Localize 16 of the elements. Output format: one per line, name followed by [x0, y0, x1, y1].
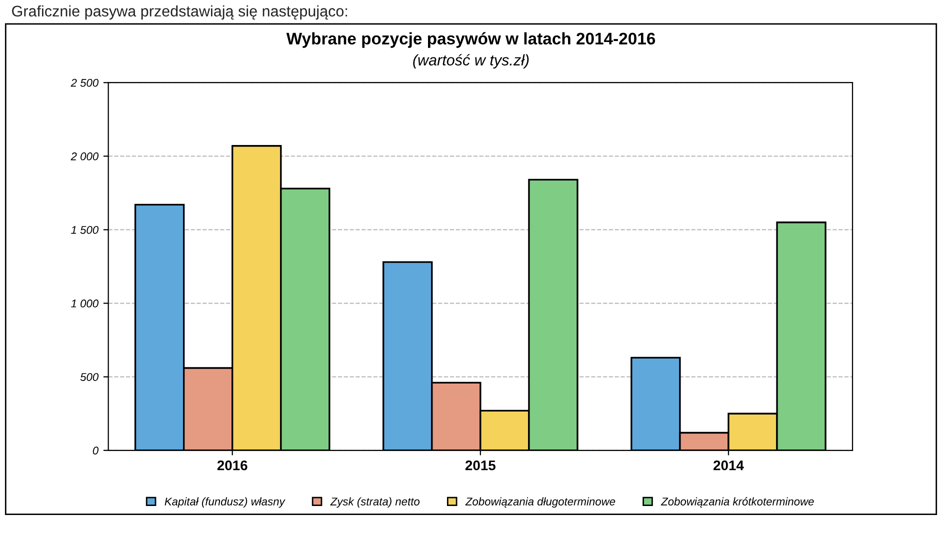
x-tick-label: 2014: [714, 460, 744, 470]
y-tick-label: 2 000: [70, 152, 99, 160]
text: Graficznie pasywa przedstawiają się następująco:: [12, 5, 348, 20]
x-tick-label: 2016: [217, 460, 248, 470]
x-tick-label: 2015: [465, 460, 496, 470]
legend-label: Zysk (strata) netto: [330, 497, 420, 508]
y-tick-label: 0: [92, 446, 99, 455]
y-tick-label: 500: [80, 373, 99, 381]
legend-label: Kapitał (fundusz) własny: [164, 497, 286, 508]
y-tick-label: 2 500: [70, 78, 99, 87]
chart-subtitle: (wartość w tys.zł): [413, 54, 529, 69]
y-tick-label: 1 000: [71, 300, 99, 308]
y-tick-label: 1 500: [71, 226, 99, 234]
legend-label: Zobowiązania krótkoterminowe: [660, 497, 814, 508]
chart-title: Wybrane pozycje pasywów w latach 2014-2016: [286, 32, 656, 48]
legend-label: Zobowiązania długoterminowe: [465, 497, 616, 508]
